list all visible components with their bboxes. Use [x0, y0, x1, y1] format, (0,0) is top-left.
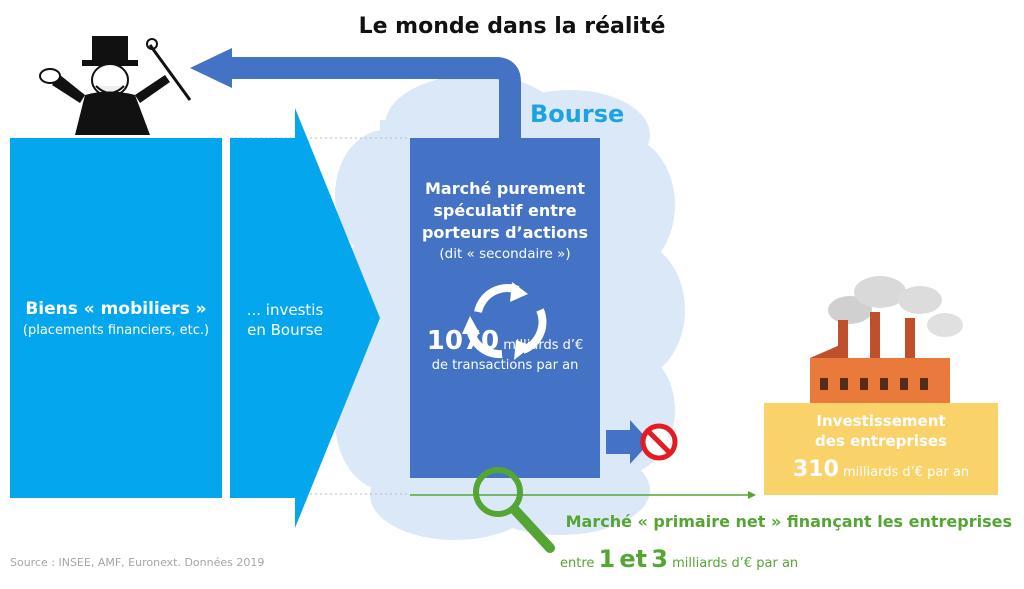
marche-amount-unit: milliards d’€ [503, 338, 584, 353]
primaire-unit: milliards d’€ par an [672, 556, 799, 571]
magnifier-icon [473, 467, 555, 553]
entreprises-amount-unit: milliards d’€ par an [843, 465, 970, 480]
biens-subtitle: (placements financiers, etc.) [22, 322, 210, 338]
bourse-label: Bourse [530, 100, 625, 128]
arrow-up-left-icon [190, 48, 232, 88]
entreprises-line2: des entreprises [815, 432, 947, 450]
source-note: Source : INSEE, AMF, Euronext. Données 2… [10, 556, 265, 569]
marche-amount-desc: de transactions par an [431, 358, 579, 373]
marche-line1: Marché purement [424, 179, 586, 198]
entreprises-amount-line: 310 milliards d’€ par an [764, 457, 998, 482]
primaire-min: 1 [598, 545, 616, 573]
primaire-amount-line: entre 1 et 3 milliards d’€ par an [560, 545, 798, 573]
marche-secondaire-text: Marché purement spéculatif entre porteur… [410, 138, 600, 478]
no-entry-icon [640, 423, 678, 461]
marche-line2: spéculatif entre [433, 201, 577, 220]
primaire-prefix: entre [560, 556, 595, 571]
blocked-arrow [606, 420, 650, 464]
investis-arrow [230, 108, 380, 528]
monopoly-man-icon [39, 36, 192, 135]
marche-amount: 1070 [426, 326, 500, 356]
entreprises-amount: 310 [792, 457, 839, 482]
primaire-sep: et [619, 545, 648, 573]
biens-label: Biens « mobiliers » (placements financie… [10, 138, 222, 498]
marche-amount-line: 1070 milliards d’€ [410, 326, 600, 356]
marche-subtitle: (dit « secondaire ») [439, 246, 571, 262]
entreprises-box: Investissement des entreprises 310 milli… [764, 403, 998, 495]
marche-line3: porteurs d’actions [421, 223, 589, 242]
speculation-return-arrow [222, 57, 521, 138]
marche-secondaire-box [410, 138, 600, 478]
entreprises-line1: Investissement [816, 412, 946, 430]
biens-title: Biens « mobiliers » [25, 298, 207, 319]
page-title: Le monde dans la réalité [358, 14, 666, 39]
investis-line2: en Bourse [247, 321, 323, 339]
recycle-arrow-heads [462, 282, 532, 360]
investis-line1: ... investis [246, 301, 324, 319]
primaire-max: 3 [651, 545, 668, 573]
factory-icon [810, 276, 963, 403]
investis-label: ... investis en Bourse [230, 300, 340, 340]
biens-box [10, 138, 222, 498]
primaire-title: Marché « primaire net » finançant les en… [565, 512, 1012, 531]
primaire-flow-arrowhead [748, 491, 756, 499]
